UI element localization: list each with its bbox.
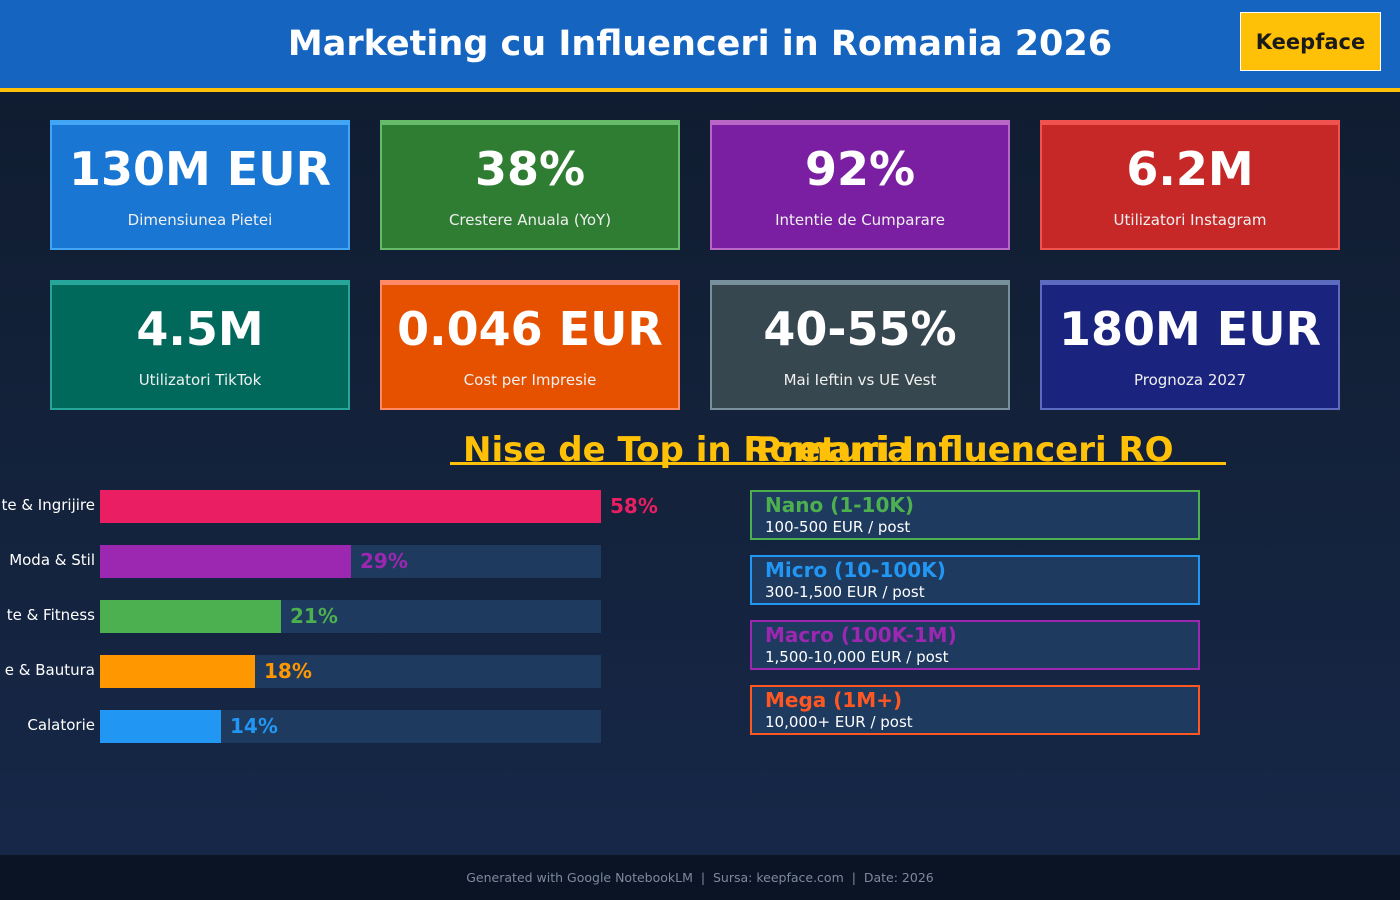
stat-card-instagram-users: 6.2M Utilizatori Instagram: [1040, 120, 1340, 250]
tier-name: Mega (1M+): [765, 688, 903, 712]
stat-card-cheaper-vs-west-eu: 40-55% Mai Ieftin vs UE Vest: [710, 280, 1010, 410]
stat-label: Crestere Anuala (YoY): [448, 211, 612, 229]
stat-label: Cost per Impresie: [463, 371, 597, 389]
stat-value: 38%: [474, 142, 586, 196]
bar-category-label: te & Ingrijire: [1, 496, 95, 514]
bar-value-label: 21%: [290, 604, 338, 628]
bar[interactable]: [100, 655, 255, 688]
bar[interactable]: [100, 710, 221, 743]
stat-label: Prognoza 2027: [1133, 371, 1246, 389]
stat-value: 6.2M: [1126, 142, 1254, 196]
stat-card-market-size: 130M EUR Dimensiunea Pietei: [50, 120, 350, 250]
bar[interactable]: [100, 490, 601, 523]
tier-price: 100-500 EUR / post: [765, 518, 911, 536]
tier-name: Nano (1-10K): [765, 493, 915, 517]
stat-value: 180M EUR: [1058, 302, 1321, 356]
section-title-underline: [450, 462, 1226, 465]
stat-card-yoy-growth: 38% Crestere Anuala (YoY): [380, 120, 680, 250]
stat-value: 92%: [804, 142, 916, 196]
bar-value-label: 29%: [360, 549, 408, 573]
stat-value: 4.5M: [136, 302, 264, 356]
stat-card-purchase-intent: 92% Intentie de Cumparare: [710, 120, 1010, 250]
bar-track: [100, 545, 601, 578]
bar-category-label: e & Bautura: [4, 661, 95, 679]
bar-track: [100, 710, 601, 743]
bar-value-label: 14%: [230, 714, 278, 738]
stat-value: 130M EUR: [68, 142, 331, 196]
bar-category-label: Calatorie: [27, 716, 95, 734]
bar-track: [100, 600, 601, 633]
stat-label: Mai Ieftin vs UE Vest: [783, 371, 937, 389]
pricing-tier-card: Macro (100K-1M) 1,500-10,000 EUR / post: [750, 620, 1200, 670]
stat-value: 40-55%: [763, 302, 957, 356]
tier-price: 300-1,500 EUR / post: [765, 583, 925, 601]
tier-price: 10,000+ EUR / post: [765, 713, 913, 731]
header-accent-line: [0, 88, 1400, 92]
stat-card-forecast-2027: 180M EUR Prognoza 2027: [1040, 280, 1340, 410]
bar-category-label: Moda & Stil: [9, 551, 95, 569]
bar-track: [100, 490, 601, 523]
brand-badge[interactable]: Keepface: [1240, 12, 1381, 71]
stat-value: 0.046 EUR: [397, 302, 663, 356]
stat-card-cost-per-impression: 0.046 EUR Cost per Impresie: [380, 280, 680, 410]
tier-name: Micro (10-100K): [765, 558, 946, 582]
bar[interactable]: [100, 545, 351, 578]
bar-track: [100, 655, 601, 688]
bar-value-label: 18%: [264, 659, 312, 683]
header-bar: Marketing cu Influenceri in Romania 2026: [0, 0, 1400, 88]
stat-label: Utilizatori TikTok: [138, 371, 262, 389]
stat-label: Dimensiunea Pietei: [127, 211, 273, 229]
stat-card-tiktok-users: 4.5M Utilizatori TikTok: [50, 280, 350, 410]
bar[interactable]: [100, 600, 281, 633]
pricing-section-title: Preturi Influenceri RO: [756, 430, 1174, 470]
bar-category-label: te & Fitness: [6, 606, 95, 624]
footer-text: Generated with Google NotebookLM | Sursa…: [466, 870, 934, 885]
tier-price: 1,500-10,000 EUR / post: [765, 648, 949, 666]
stat-label: Utilizatori Instagram: [1113, 211, 1267, 229]
tier-name: Macro (100K-1M): [765, 623, 957, 647]
page-title: Marketing cu Influenceri in Romania 2026: [287, 24, 1113, 64]
pricing-tier-card: Micro (10-100K) 300-1,500 EUR / post: [750, 555, 1200, 605]
pricing-tier-card: Mega (1M+) 10,000+ EUR / post: [750, 685, 1200, 735]
stat-label: Intentie de Cumparare: [775, 211, 945, 229]
footer: Generated with Google NotebookLM | Sursa…: [0, 855, 1400, 900]
bar-value-label: 58%: [610, 494, 658, 518]
pricing-tier-card: Nano (1-10K) 100-500 EUR / post: [750, 490, 1200, 540]
niches-section-title: Nise de Top in Romania: [463, 430, 911, 470]
